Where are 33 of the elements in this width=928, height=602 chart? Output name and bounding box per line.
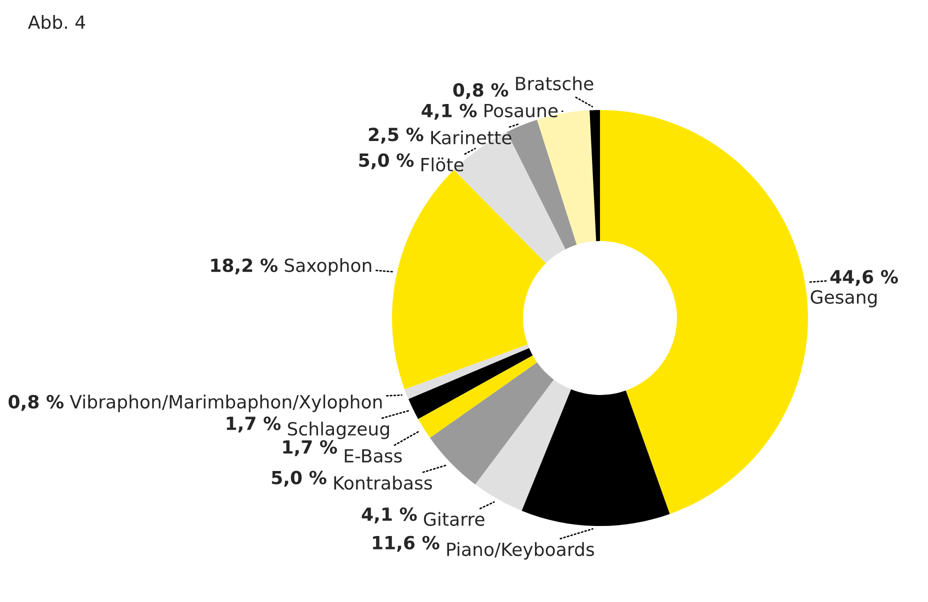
slice-label: Piano/Keyboards bbox=[447, 542, 594, 560]
slice-label: Gesang bbox=[810, 290, 877, 308]
data-label: 0,8 % bbox=[453, 83, 508, 100]
data-label: 11,6 % bbox=[373, 536, 440, 552]
donut-slice bbox=[475, 380, 572, 511]
data-label: 5,0 % bbox=[359, 153, 414, 170]
data-label: 0,8 % bbox=[8, 394, 64, 411]
donut-slice bbox=[404, 344, 530, 400]
data-label: 1,7 % bbox=[226, 416, 281, 432]
donut-slice bbox=[408, 348, 533, 419]
slice-label: Saxophon bbox=[284, 258, 372, 276]
slice-label: Schlagzeug bbox=[288, 422, 389, 440]
slice-label: Gitarre bbox=[424, 512, 484, 526]
donut-slice bbox=[590, 110, 600, 242]
data-label: 1,7 % bbox=[283, 440, 337, 456]
donut-slice bbox=[600, 110, 808, 514]
data-label: 44,6 % bbox=[830, 270, 898, 286]
data-label: 4,1 % bbox=[422, 104, 477, 120]
data-label: 2,5 % bbox=[368, 128, 424, 144]
donut-slice bbox=[418, 355, 538, 438]
slice-label: Karinette bbox=[431, 130, 512, 144]
data-label: 5,0 % bbox=[272, 470, 326, 487]
data-label: 4,1 % bbox=[362, 507, 417, 524]
slice-label: E-Bass bbox=[344, 449, 402, 463]
donut-slice bbox=[392, 170, 546, 390]
data-label: 18,2 % bbox=[211, 258, 278, 274]
slice-label: Vibraphon/Marimbaphon/Xylophon bbox=[70, 394, 382, 412]
chart-title: Abb. 4 bbox=[28, 15, 86, 30]
slice-label: Posaune bbox=[484, 104, 558, 118]
donut-slice bbox=[522, 389, 670, 526]
slice-label: Bratsche bbox=[516, 76, 594, 90]
slice-label: Kontrabass bbox=[334, 476, 432, 490]
slice-label: Flöte bbox=[422, 157, 464, 172]
